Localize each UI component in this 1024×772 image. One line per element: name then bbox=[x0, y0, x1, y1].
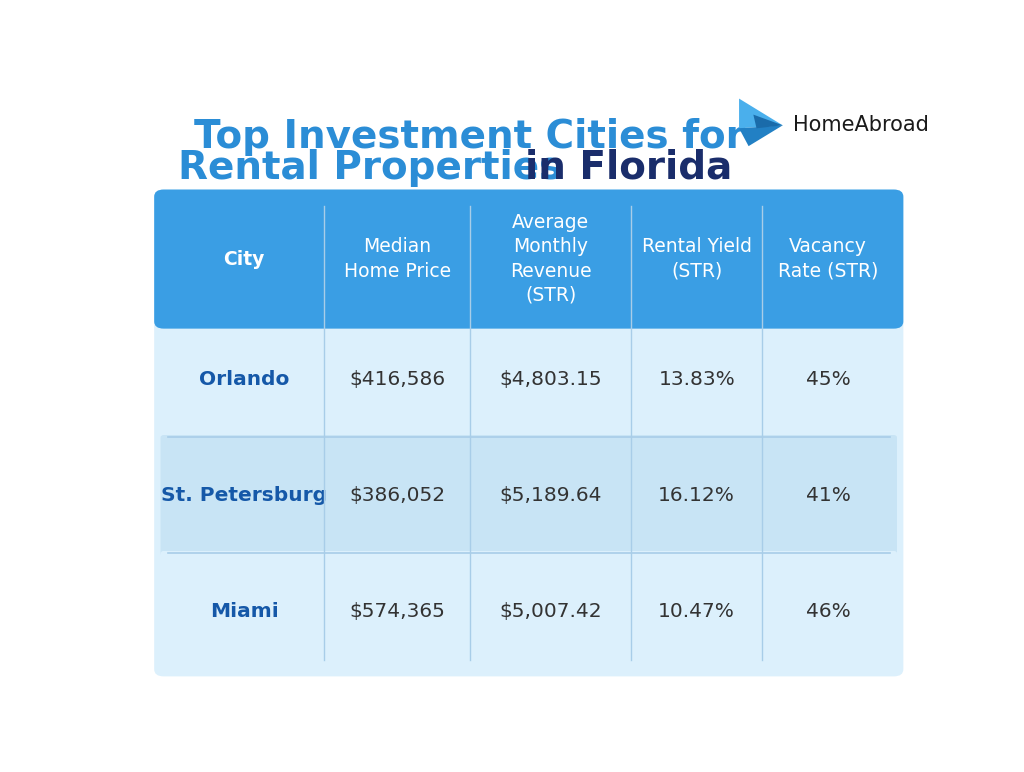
FancyBboxPatch shape bbox=[155, 190, 903, 676]
Text: HomeAbroad: HomeAbroad bbox=[793, 115, 929, 135]
Text: in Florida: in Florida bbox=[524, 148, 732, 187]
Text: $5,189.64: $5,189.64 bbox=[500, 486, 602, 505]
Text: $574,365: $574,365 bbox=[349, 602, 445, 621]
Text: St. Petersburg: St. Petersburg bbox=[161, 486, 327, 505]
Text: $386,052: $386,052 bbox=[349, 486, 445, 505]
FancyBboxPatch shape bbox=[155, 190, 903, 329]
Text: Vacancy
Rate (STR): Vacancy Rate (STR) bbox=[778, 238, 879, 281]
Polygon shape bbox=[754, 114, 782, 128]
Text: $4,803.15: $4,803.15 bbox=[500, 370, 602, 389]
Text: 46%: 46% bbox=[806, 602, 851, 621]
Polygon shape bbox=[164, 310, 894, 321]
FancyBboxPatch shape bbox=[161, 551, 897, 672]
Text: 13.83%: 13.83% bbox=[658, 370, 735, 389]
FancyBboxPatch shape bbox=[161, 435, 897, 556]
Text: 16.12%: 16.12% bbox=[658, 486, 735, 505]
Text: Average
Monthly
Revenue
(STR): Average Monthly Revenue (STR) bbox=[510, 213, 592, 305]
Text: 41%: 41% bbox=[806, 486, 851, 505]
Text: City: City bbox=[223, 249, 265, 269]
Text: 10.47%: 10.47% bbox=[658, 602, 735, 621]
FancyBboxPatch shape bbox=[161, 319, 897, 440]
Text: 45%: 45% bbox=[806, 370, 851, 389]
Text: Miami: Miami bbox=[210, 602, 279, 621]
Text: Rental Properties: Rental Properties bbox=[178, 148, 562, 187]
Text: Top Investment Cities for: Top Investment Cities for bbox=[194, 118, 744, 156]
Text: $5,007.42: $5,007.42 bbox=[500, 602, 602, 621]
Text: Rental Yield
(STR): Rental Yield (STR) bbox=[642, 238, 752, 281]
Polygon shape bbox=[739, 99, 782, 128]
Text: $416,586: $416,586 bbox=[349, 370, 445, 389]
Polygon shape bbox=[739, 125, 782, 146]
Text: Orlando: Orlando bbox=[199, 370, 289, 389]
Text: Median
Home Price: Median Home Price bbox=[344, 238, 451, 281]
